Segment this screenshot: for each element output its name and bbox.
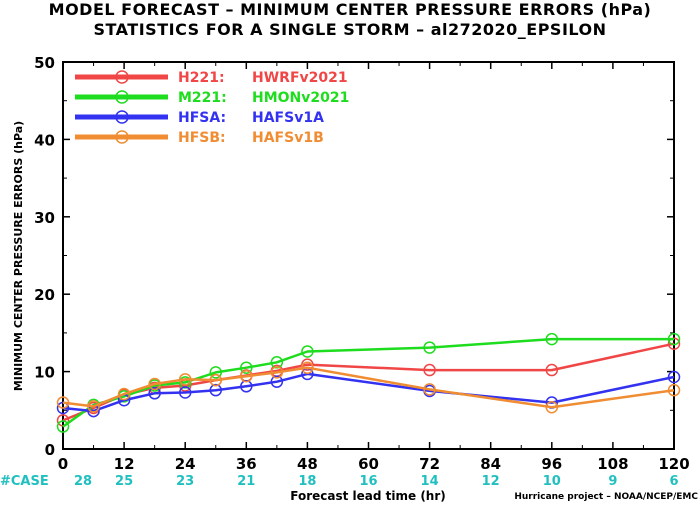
- legend-code: M221:: [178, 90, 227, 106]
- data-point: [423, 383, 436, 396]
- case-count: 12: [482, 474, 500, 489]
- data-point: [148, 387, 161, 400]
- case-count: 18: [298, 474, 316, 489]
- x-tick-label: 108: [597, 455, 628, 473]
- data-point: [87, 400, 100, 413]
- legend-label: HAFSv1B: [252, 130, 324, 146]
- case-count: 9: [608, 474, 617, 489]
- legend-label: HWRFv2021: [252, 70, 348, 86]
- x-tick-label: 96: [541, 455, 562, 473]
- x-axis: 0 12 24 36 48 60 72 84 96 108 120: [58, 62, 690, 473]
- data-point: [117, 387, 131, 401]
- case-count: 10: [543, 474, 561, 489]
- y-tick-label: 20: [34, 286, 55, 304]
- case-count: 25: [115, 474, 133, 489]
- data-point: [56, 401, 70, 415]
- data-point: [270, 356, 284, 369]
- case-count: 28: [74, 474, 92, 489]
- y-tick-label: 50: [34, 54, 55, 72]
- legend-item: HFSB: HAFSv1B: [75, 130, 324, 146]
- data-point: [240, 380, 253, 393]
- legend-code: HFSB:: [178, 130, 226, 146]
- data-point: [301, 361, 314, 374]
- legend-item: H221: HWRFv2021: [75, 70, 348, 86]
- case-label: #CASE: [0, 474, 49, 489]
- y-tick-label: 40: [34, 131, 55, 149]
- case-count: 21: [237, 474, 255, 489]
- case-count: 23: [176, 474, 194, 489]
- case-count: 16: [359, 474, 377, 489]
- chart-title-line1: MODEL FORECAST – MINIMUM CENTER PRESSURE…: [49, 0, 652, 19]
- x-axis-label: Forecast lead time (hr): [290, 489, 446, 503]
- legend-label: HMONv2021: [252, 90, 349, 106]
- data-point: [545, 363, 559, 377]
- data-point: [423, 363, 436, 377]
- data-point: [545, 400, 559, 414]
- y-tick-label: 0: [45, 441, 55, 459]
- data-point: [545, 332, 559, 346]
- legend-item: M221: HMONv2021: [75, 90, 349, 106]
- legend-code: HFSA:: [178, 110, 226, 126]
- y-axis-label: MINIMUM CENTER PRESSURE ERRORS (hPa): [12, 121, 25, 391]
- data-point: [209, 383, 222, 397]
- case-count: 14: [421, 474, 439, 489]
- legend-label: HAFSv1A: [252, 110, 324, 126]
- data-point: [667, 383, 681, 397]
- data-point: [56, 396, 70, 409]
- chart-title-line2: STATISTICS FOR A SINGLE STORM – al272020…: [93, 20, 606, 39]
- data-point: [667, 370, 681, 384]
- series-HAFSv1B: [56, 361, 681, 414]
- legend-marker: [115, 110, 129, 124]
- data-point: [209, 366, 222, 379]
- x-tick-label: 84: [480, 455, 501, 473]
- x-tick-label: 24: [175, 455, 196, 473]
- legend-code: H221:: [178, 70, 225, 86]
- data-point: [148, 377, 161, 391]
- data-point: [240, 361, 253, 374]
- data-point: [178, 373, 192, 386]
- legend-marker: [115, 70, 129, 84]
- y-axis: 0 10 20 30 40 50: [34, 54, 674, 459]
- data-point: [178, 376, 192, 389]
- legend-item: HFSA: HAFSv1A: [75, 110, 324, 126]
- x-tick-label: 36: [236, 455, 257, 473]
- data-point: [423, 341, 436, 354]
- y-tick-label: 30: [34, 209, 55, 227]
- credit-text: Hurricane project – NOAA/NCEP/EMC: [514, 492, 698, 502]
- case-count: 6: [669, 474, 678, 489]
- legend-marker: [115, 130, 129, 144]
- data-point: [209, 373, 222, 387]
- x-tick-label: 0: [58, 455, 68, 473]
- data-point: [301, 345, 314, 358]
- data-point: [270, 375, 284, 388]
- x-tick-label: 120: [658, 455, 689, 473]
- x-tick-label: 60: [358, 455, 379, 473]
- y-tick-label: 10: [34, 364, 55, 382]
- data-point: [178, 386, 192, 399]
- data-point: [240, 369, 253, 383]
- x-tick-label: 72: [419, 455, 440, 473]
- data-point: [56, 420, 70, 433]
- legend-marker: [115, 90, 129, 104]
- x-tick-label: 48: [297, 455, 318, 473]
- plot-area: [56, 332, 681, 433]
- x-tick-label: 12: [114, 455, 135, 473]
- case-counts: 28 25 23 21 18 16 14 12 10 9 6: [74, 474, 679, 489]
- data-point: [270, 366, 284, 379]
- data-point: [667, 332, 681, 346]
- legend: H221: HWRFv2021 M221: HMONv2021 HFSA: HAFSv1A…: [75, 70, 349, 146]
- data-point: [301, 358, 314, 371]
